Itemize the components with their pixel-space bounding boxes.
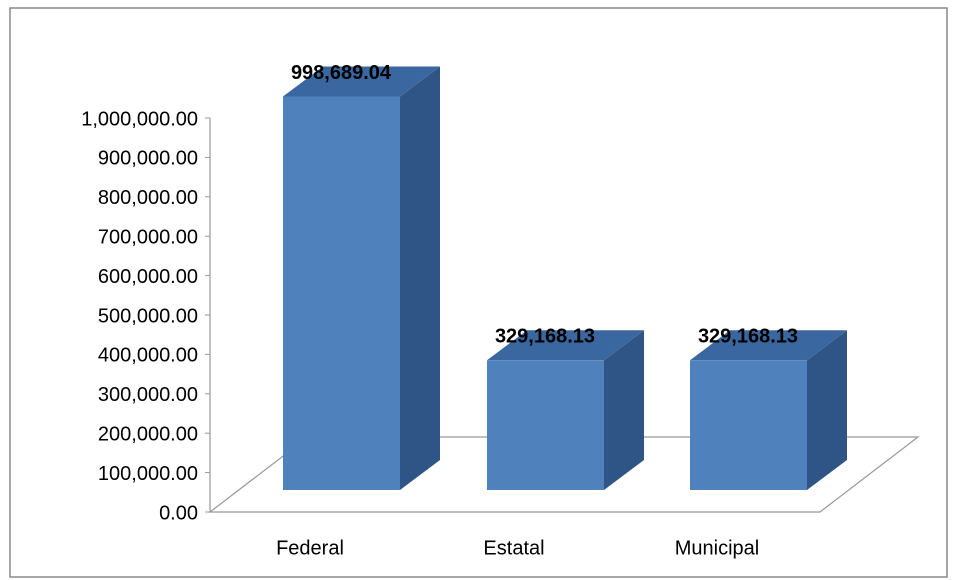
bar-side — [807, 330, 847, 490]
floor — [208, 436, 920, 513]
y-tick-label: 100,000.00 — [98, 463, 198, 485]
bar-top — [690, 330, 847, 361]
chart-border — [9, 7, 948, 578]
bar — [487, 360, 604, 490]
value-label: 329,168.13 — [698, 326, 798, 348]
x-tick-label: Municipal — [675, 537, 759, 559]
value-label: 998,689.04 — [291, 62, 392, 84]
y-tick-label: 200,000.00 — [98, 423, 198, 445]
y-tick-label: 1,000,000.00 — [81, 108, 198, 130]
value-label: 329,168.13 — [495, 326, 595, 348]
x-tick-label: Federal — [276, 537, 344, 559]
bar-top — [283, 66, 440, 97]
y-tick-label: 600,000.00 — [98, 266, 198, 288]
bar-side — [400, 66, 440, 491]
y-tick-label: 800,000.00 — [98, 187, 198, 209]
y-tick-label: 300,000.00 — [98, 384, 198, 406]
y-tick-label: 500,000.00 — [98, 305, 198, 327]
bar-top — [487, 330, 644, 361]
x-tick-label: Estatal — [483, 537, 544, 559]
bar — [690, 360, 807, 490]
y-tick-label: 400,000.00 — [98, 345, 198, 367]
y-tick-label: 0.00 — [159, 502, 198, 524]
bar-side — [604, 330, 644, 490]
y-tick-label: 700,000.00 — [98, 226, 198, 248]
bar — [283, 96, 400, 491]
y-tick-label: 900,000.00 — [98, 148, 198, 170]
